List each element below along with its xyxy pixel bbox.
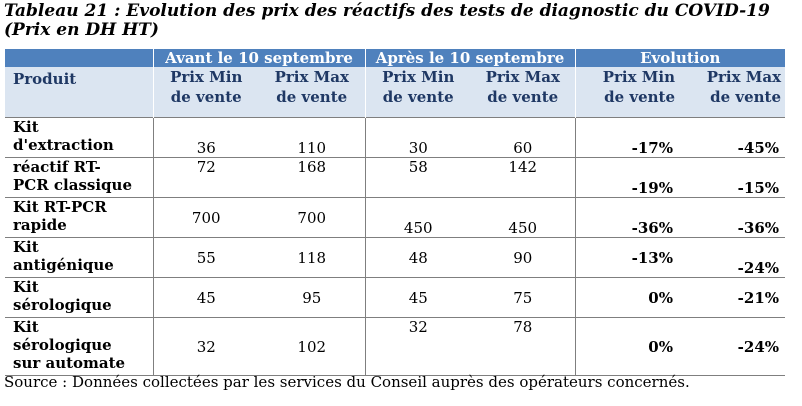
cell-apres-max: 60 (471, 117, 575, 158)
product-name-line: réactif RT- (13, 158, 101, 176)
product-name-line: antigénique (13, 256, 114, 274)
product-name-line: Kit RT-PCR (13, 198, 107, 216)
product-name-line: Kit (13, 238, 39, 256)
cell-apres-min: 32 (364, 317, 471, 376)
cell-avant-min: 700 (152, 197, 259, 238)
cell-avant-min: 72 (152, 157, 259, 198)
cell-apres-max: 90 (471, 237, 575, 278)
header-group-row: Avant le 10 septembre Après le 10 septem… (5, 49, 786, 67)
product-name-line: sérologique (13, 336, 112, 354)
product-name-line: Kit (13, 118, 39, 136)
product-name-line: sérologique (13, 296, 112, 314)
header-apres-max: Prix Max de vente (471, 67, 575, 118)
header-evo-min: Prix Min de vente (574, 67, 679, 118)
product-name: Kit antigénique (5, 237, 153, 278)
header-column-row: Produit Prix Min de vente Prix Max de vent… (5, 67, 786, 118)
table-row: Kit d'extraction 36 110 30 60 -17% -45% (5, 117, 786, 158)
cell-avant-max: 168 (259, 157, 365, 198)
product-name: réactif RT- PCR classique (5, 157, 153, 198)
price-table: Avant le 10 septembre Après le 10 septem… (5, 49, 786, 376)
table-row: réactif RT- PCR classique 72 168 58 142 -19% -1… (5, 157, 786, 198)
product-name: Kit RT-PCR rapide (5, 197, 153, 238)
product-name-line: rapide (13, 216, 67, 234)
header-group-after: Après le 10 septembre (364, 49, 575, 67)
cell-evo-min: 0% (574, 317, 679, 376)
cell-apres-min: 58 (364, 157, 471, 198)
cell-avant-max: 118 (259, 237, 365, 278)
product-name-line: Kit (13, 318, 39, 336)
cell-avant-min: 55 (152, 237, 259, 278)
cell-evo-min: -36% (574, 197, 679, 238)
product-name-line: d'extraction (13, 136, 114, 154)
cell-evo-max: -15% (679, 157, 786, 198)
table-row: Kit sérologique sur automate 32 102 32 78 0% -24… (5, 317, 786, 376)
table-title-line2: (Prix en DH HT) (4, 20, 159, 40)
header-produit: Produit (5, 67, 153, 118)
cell-apres-max: 450 (471, 197, 575, 238)
cell-avant-min: 32 (152, 317, 259, 376)
header-avant-min: Prix Min de vente (152, 67, 259, 118)
product-name-line: PCR classique (13, 176, 132, 194)
header-group-before: Avant le 10 septembre (152, 49, 365, 67)
table-row: Kit sérologique 45 95 45 75 0% -21% (5, 277, 786, 318)
cell-apres-min: 45 (364, 277, 471, 318)
cell-evo-max: -45% (679, 117, 786, 158)
cell-evo-min: -13% (574, 237, 679, 278)
cell-evo-max: -21% (679, 277, 786, 318)
product-name: Kit d'extraction (5, 117, 153, 158)
cell-apres-min: 48 (364, 237, 471, 278)
product-name-line: Kit (13, 278, 39, 296)
cell-apres-max: 75 (471, 277, 575, 318)
cell-apres-min: 30 (364, 117, 471, 158)
cell-avant-max: 700 (259, 197, 365, 238)
product-name-line: sur automate (13, 354, 126, 372)
cell-evo-max: -36% (679, 197, 786, 238)
cell-evo-max: -24% (679, 237, 786, 278)
cell-evo-min: 0% (574, 277, 679, 318)
cell-avant-max: 110 (259, 117, 365, 158)
header-blank (5, 49, 153, 67)
table-title-line1: Tableau 21 : Evolution des prix des réac… (4, 1, 770, 21)
header-evo-max: Prix Max de vente (679, 67, 786, 118)
header-group-evolution: Evolution (574, 49, 786, 67)
table-title: Tableau 21 : Evolution des prix des réac… (4, 2, 794, 40)
cell-avant-max: 95 (259, 277, 365, 318)
cell-apres-max: 78 (471, 317, 575, 376)
cell-apres-min: 450 (364, 197, 471, 238)
cell-avant-max: 102 (259, 317, 365, 376)
table-row: Kit RT-PCR rapide 700 700 450 450 -36% -36% (5, 197, 786, 238)
cell-apres-max: 142 (471, 157, 575, 198)
cell-evo-max: -24% (679, 317, 786, 376)
product-name: Kit sérologique (5, 277, 153, 318)
source-note: Source : Données collectées par les serv… (4, 373, 690, 391)
cell-avant-min: 45 (152, 277, 259, 318)
header-avant-max: Prix Max de vente (259, 67, 365, 118)
cell-evo-min: -17% (574, 117, 679, 158)
cell-evo-min: -19% (574, 157, 679, 198)
cell-avant-min: 36 (152, 117, 259, 158)
header-apres-min: Prix Min de vente (364, 67, 471, 118)
product-name: Kit sérologique sur automate (5, 317, 153, 376)
table-row: Kit antigénique 55 118 48 90 -13% -24% (5, 237, 786, 278)
